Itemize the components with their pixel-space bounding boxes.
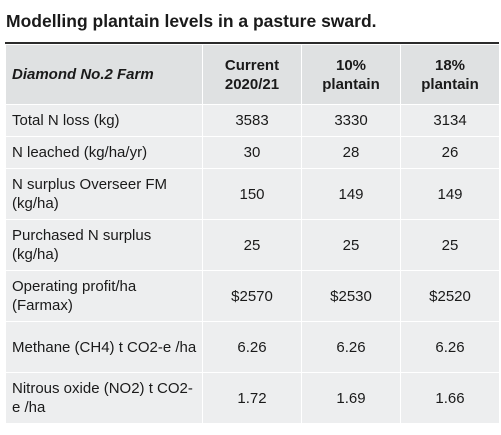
table-header-row: Diamond No.2 Farm Current 2020/21 10% pl… xyxy=(5,44,500,105)
table-row: Operating profit/ha (Farmax) $2570 $2530… xyxy=(5,270,500,322)
table-row: N leached (kg/ha/yr) 30 28 26 xyxy=(5,136,500,169)
row-value: $2520 xyxy=(400,270,500,322)
row-value: 25 xyxy=(202,219,302,271)
column-header-10pct: 10% plantain xyxy=(301,44,401,105)
row-label: Nitrous oxide (NO2) t CO2-e /ha xyxy=(5,372,203,424)
row-value: 6.26 xyxy=(301,321,401,373)
row-value: 6.26 xyxy=(400,321,500,373)
row-value: 25 xyxy=(301,219,401,271)
table-row: Methane (CH4) t CO2-e /ha 6.26 6.26 6.26 xyxy=(5,321,500,373)
row-value: 3583 xyxy=(202,104,302,137)
table-row: Total N loss (kg) 3583 3330 3134 xyxy=(5,104,500,137)
row-label: Operating profit/ha (Farmax) xyxy=(5,270,203,322)
table-row: N surplus Overseer FM (kg/ha) 150 149 14… xyxy=(5,168,500,220)
row-value: 149 xyxy=(400,168,500,220)
row-value: 1.72 xyxy=(202,372,302,424)
row-value: $2570 xyxy=(202,270,302,322)
row-label: N leached (kg/ha/yr) xyxy=(5,136,203,169)
row-value: 6.26 xyxy=(202,321,302,373)
row-value: 26 xyxy=(400,136,500,169)
row-label: Total N loss (kg) xyxy=(5,104,203,137)
farm-name-header: Diamond No.2 Farm xyxy=(5,44,203,105)
row-value: 25 xyxy=(400,219,500,271)
column-header-current: Current 2020/21 xyxy=(202,44,302,105)
row-value: 28 xyxy=(301,136,401,169)
row-value: 30 xyxy=(202,136,302,169)
row-value: 149 xyxy=(301,168,401,220)
table-row: Nitrous oxide (NO2) t CO2-e /ha 1.72 1.6… xyxy=(5,372,500,424)
row-value: 3330 xyxy=(301,104,401,137)
row-value: 3134 xyxy=(400,104,500,137)
row-label: N surplus Overseer FM (kg/ha) xyxy=(5,168,203,220)
column-header-18pct: 18% plantain xyxy=(400,44,500,105)
table-row: Purchased N surplus (kg/ha) 25 25 25 xyxy=(5,219,500,271)
row-value: $2530 xyxy=(301,270,401,322)
page-title: Modelling plantain levels in a pasture s… xyxy=(6,11,377,31)
row-label: Methane (CH4) t CO2-e /ha xyxy=(5,321,203,373)
row-value: 150 xyxy=(202,168,302,220)
row-value: 1.66 xyxy=(400,372,500,424)
table-top-rule xyxy=(5,42,499,44)
row-value: 1.69 xyxy=(301,372,401,424)
row-label: Purchased N surplus (kg/ha) xyxy=(5,219,203,271)
comparison-table: Diamond No.2 Farm Current 2020/21 10% pl… xyxy=(5,44,500,424)
